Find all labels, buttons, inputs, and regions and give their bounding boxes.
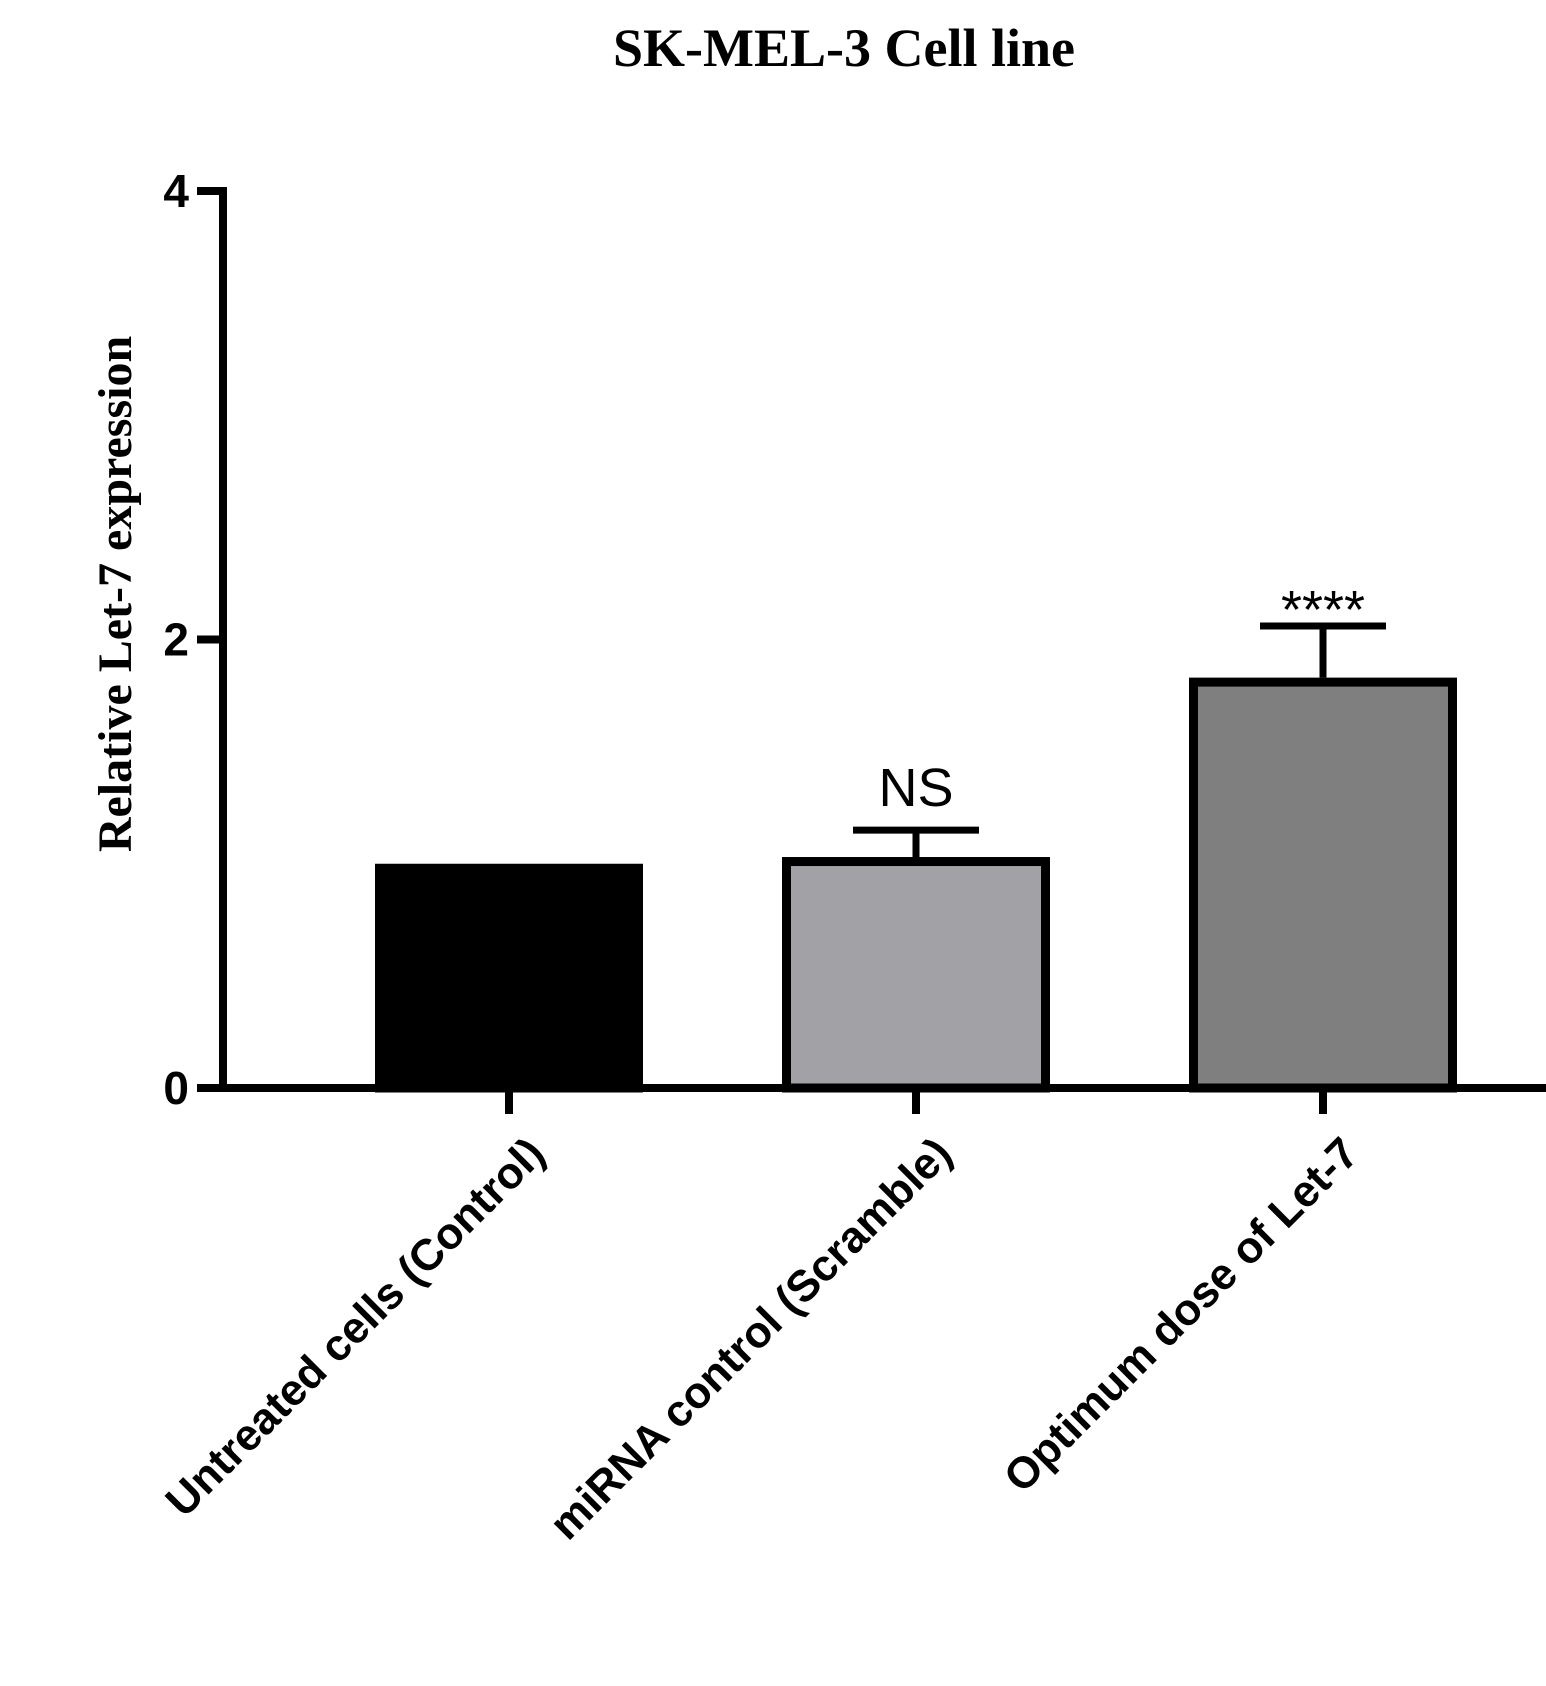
bar-1 [375, 863, 643, 1093]
x-category-label-3: Optimum dose of Let-7 [995, 1128, 1368, 1501]
plot-area: NS **** [375, 580, 1457, 1093]
x-category-label-2: miRNA control (Scramble) [540, 1128, 961, 1549]
bar-2 [782, 857, 1050, 1093]
bar-3 [1189, 677, 1457, 1093]
y-tick-label-4: 4 [163, 165, 189, 217]
x-axis: Untreated cells (Control)miRNA control (… [156, 1084, 1546, 1549]
chart-title: SK-MEL-3 Cell line [613, 18, 1075, 78]
y-axis-label: Relative Let-7 expression [89, 336, 142, 852]
y-axis: 0 2 4 [163, 165, 227, 1114]
error-bar-2 [853, 826, 979, 858]
bars-group [375, 677, 1457, 1093]
error-bars-group [853, 622, 1386, 858]
significance-annotations: NS **** [878, 580, 1365, 818]
y-tick-label-0: 0 [163, 1062, 189, 1114]
annotation-3: **** [1281, 580, 1365, 640]
annotation-2: NS [878, 758, 953, 818]
y-tick-label-2: 2 [163, 614, 189, 666]
x-category-label-1: Untreated cells (Control) [156, 1128, 554, 1526]
error-bar-3 [1260, 622, 1386, 678]
